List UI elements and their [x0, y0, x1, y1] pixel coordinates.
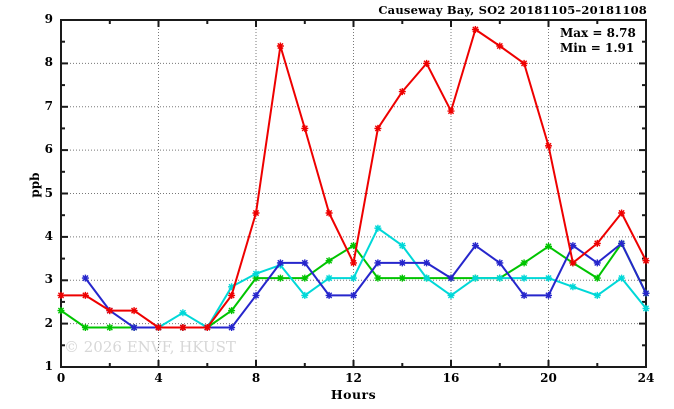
y-tick-label: 6 [44, 142, 53, 157]
series-markers-red [57, 26, 650, 331]
y-tick-label: 8 [44, 55, 53, 70]
x-axis-label: Hours [330, 387, 377, 402]
y-tick-label: 3 [44, 272, 53, 287]
maxmin-annotation: Max = 8.78 Min = 1.91 [560, 26, 636, 56]
x-tick-label: 16 [442, 371, 460, 385]
y-tick-label: 9 [44, 12, 53, 26]
chart-title: Causeway Bay, SO2 20181105–20181108 [378, 3, 647, 17]
plot-border [60, 19, 647, 368]
y-tick-label: 7 [44, 98, 53, 113]
min-label: Min = 1.91 [560, 41, 635, 55]
x-tick-label: 24 [637, 371, 655, 385]
x-tick-label: 0 [56, 371, 66, 385]
y-tick-label: 5 [44, 185, 53, 200]
x-tick-label: 12 [345, 371, 362, 385]
watermark: © 2026 ENVF, HKUST [64, 338, 236, 356]
x-tick-label: 20 [540, 371, 557, 385]
y-tick-label: 2 [44, 315, 53, 330]
x-tick-label: 8 [251, 371, 261, 385]
y-tick-label: 4 [44, 228, 53, 243]
x-tick-label: 4 [154, 371, 163, 385]
max-label: Max = 8.78 [560, 26, 636, 40]
y-tick-label: 1 [44, 359, 53, 373]
